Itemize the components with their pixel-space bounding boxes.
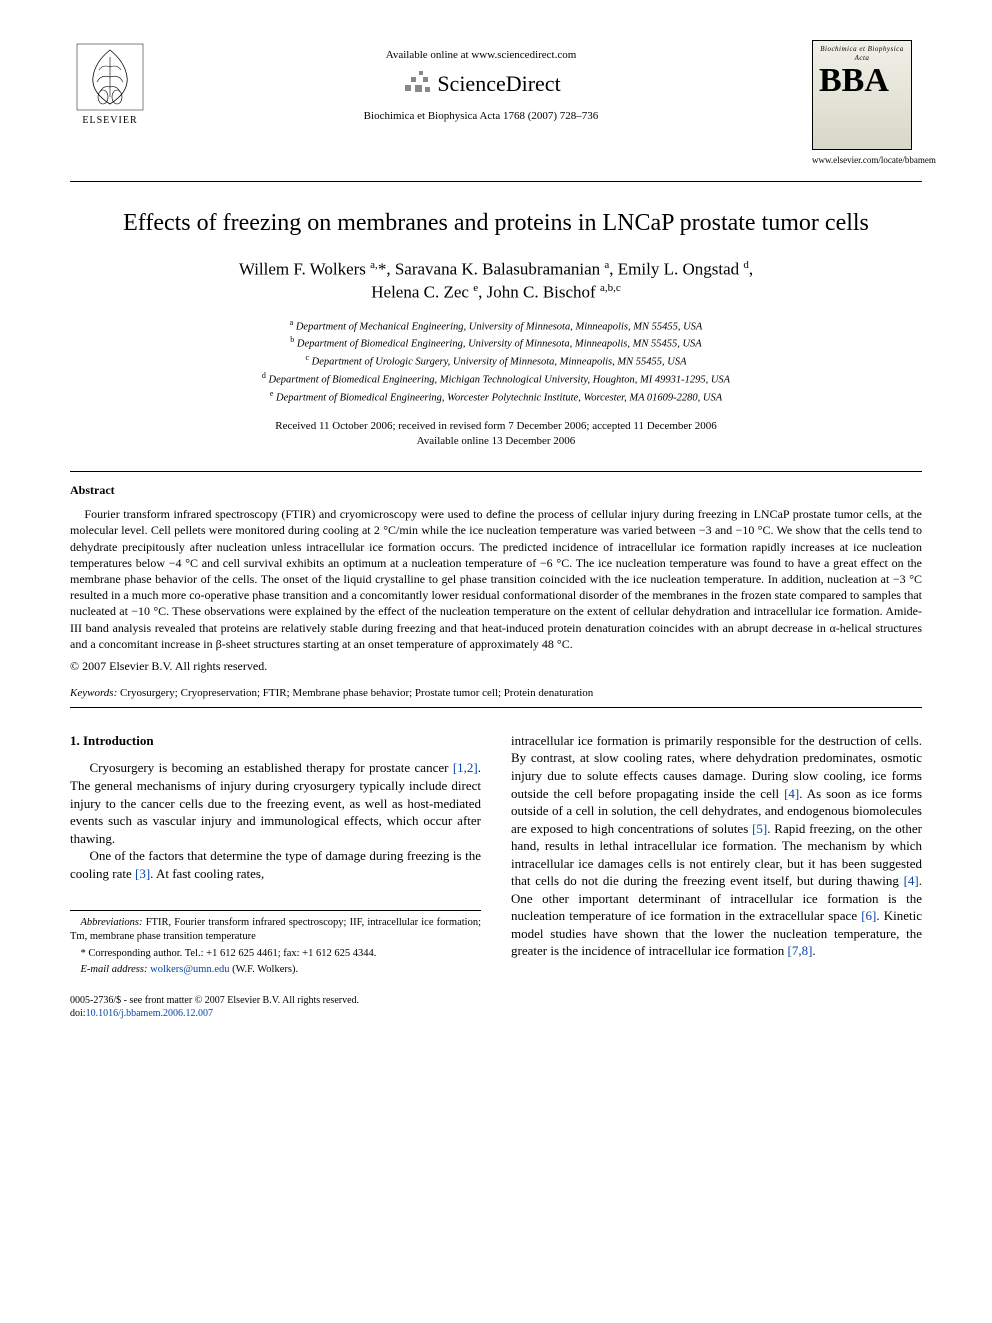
bba-cover: Biochimica et Biophysica Acta BBA [812,40,912,150]
authors: Willem F. Wolkers a,*, Saravana K. Balas… [70,258,922,305]
affiliation-line: d Department of Biomedical Engineering, … [70,370,922,388]
bba-url: www.elsevier.com/locate/bbamem [812,154,922,166]
keywords-rule [70,707,922,708]
keywords-label: Keywords: [70,687,117,699]
ref-link-1-2[interactable]: [1,2] [453,760,478,775]
abstract-heading: Abstract [70,482,922,498]
affiliation-line: c Department of Urologic Surgery, Univer… [70,352,922,370]
affiliations: a Department of Mechanical Engineering, … [70,317,922,406]
abstract-copyright: © 2007 Elsevier B.V. All rights reserved… [70,658,922,674]
intro-para-2-cont: intracellular ice formation is primarily… [511,732,922,960]
right-column: intracellular ice formation is primarily… [511,732,922,980]
sciencedirect-logo: ScienceDirect [150,69,812,99]
affiliation-line: a Department of Mechanical Engineering, … [70,317,922,335]
ref-link-6[interactable]: [6] [861,908,876,923]
footnotes: Abbreviations: FTIR, Fourier transform i… [70,910,481,977]
dates-line2: Available online 13 December 2006 [417,435,576,447]
page-footer: 0005-2736/$ - see front matter © 2007 El… [70,994,922,1021]
intro-para-1: Cryosurgery is becoming an established t… [70,759,481,847]
header-center: Available online at www.sciencedirect.co… [150,40,812,124]
sciencedirect-text: ScienceDirect [437,69,560,99]
elsevier-logo: ELSEVIER [70,40,150,130]
issn-line: 0005-2736/$ - see front matter © 2007 El… [70,995,359,1006]
elsevier-label: ELSEVIER [82,114,137,128]
corresponding-author-footnote: * Corresponding author. Tel.: +1 612 625… [70,947,481,961]
ref-link-3[interactable]: [3] [135,866,150,881]
header-rule [70,181,922,182]
journal-citation: Biochimica et Biophysica Acta 1768 (2007… [150,109,812,124]
article-title: Effects of freezing on membranes and pro… [70,207,922,239]
sciencedirect-dots-icon [401,69,431,99]
bba-cover-letters: BBA [817,66,907,97]
ref-link-4b[interactable]: [4] [904,873,919,888]
ref-link-4[interactable]: [4] [784,786,799,801]
affiliation-line: b Department of Biomedical Engineering, … [70,334,922,352]
affiliation-line: e Department of Biomedical Engineering, … [70,388,922,406]
available-online-text: Available online at www.sciencedirect.co… [150,48,812,63]
email-link[interactable]: wolkers@umn.edu [150,964,229,975]
left-column: 1. Introduction Cryosurgery is becoming … [70,732,481,980]
journal-header: ELSEVIER Available online at www.science… [70,40,922,166]
abstract-top-rule [70,471,922,472]
doi-link[interactable]: 10.1016/j.bbamem.2006.12.007 [86,1008,214,1019]
doi-label: doi: [70,1008,86,1019]
abbreviations-footnote: Abbreviations: FTIR, Fourier transform i… [70,916,481,943]
section-1-heading: 1. Introduction [70,732,481,750]
article-dates: Received 11 October 2006; received in re… [70,419,922,449]
elsevier-tree-icon [75,42,145,112]
abstract-body: Fourier transform infrared spectroscopy … [70,506,922,652]
bba-logo-block: Biochimica et Biophysica Acta BBA www.el… [812,40,922,166]
ref-link-5[interactable]: [5] [752,821,767,836]
body-columns: 1. Introduction Cryosurgery is becoming … [70,732,922,980]
abstract-text: Fourier transform infrared spectroscopy … [70,506,922,652]
intro-para-2: One of the factors that determine the ty… [70,847,481,882]
dates-line1: Received 11 October 2006; received in re… [275,420,716,432]
keywords-line: Keywords: Cryosurgery; Cryopreservation;… [70,686,922,701]
email-footnote: E-mail address: wolkers@umn.edu (W.F. Wo… [70,963,481,977]
ref-link-7-8[interactable]: [7,8] [787,943,812,958]
keywords-text: Cryosurgery; Cryopreservation; FTIR; Mem… [120,687,593,699]
